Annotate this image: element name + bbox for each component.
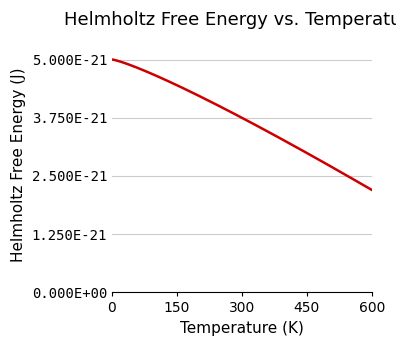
Title: Helmholtz Free Energy vs. Temperature: Helmholtz Free Energy vs. Temperature <box>64 11 396 29</box>
X-axis label: Temperature (K): Temperature (K) <box>180 321 304 336</box>
Y-axis label: Helmholtz Free Energy (J): Helmholtz Free Energy (J) <box>11 67 26 262</box>
